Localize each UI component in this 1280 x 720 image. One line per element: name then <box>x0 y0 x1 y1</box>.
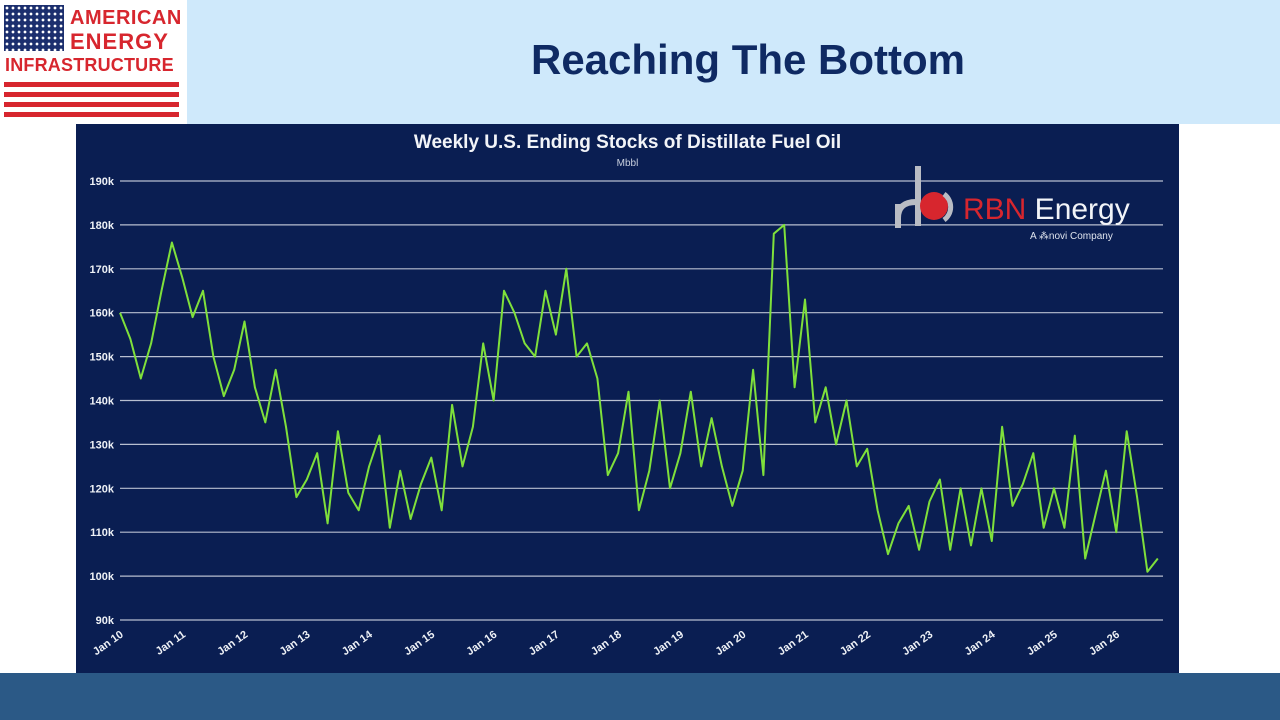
rbn-brand-red: RBN <box>963 193 1027 226</box>
chart-plot-svg: 90k 100k 110k 120k 130k 140k 150k 160k 170k 180k 1… <box>90 176 1163 658</box>
rbn-energy-wordmark: RBN Energy <box>963 195 1130 225</box>
y-tick-label: 160k <box>90 308 115 320</box>
distillate-stocks-chart: 90k 100k 110k 120k 130k 140k 150k 160k 170k 180k 1… <box>76 124 1179 673</box>
rbn-energy-logo-icon <box>895 166 954 228</box>
series-layer <box>119 223 1159 573</box>
chart-title: Weekly U.S. Ending Stocks of Distillate … <box>413 132 842 153</box>
x-tick-label: Jan 20 <box>713 629 748 658</box>
slide-title: Reaching The Bottom <box>530 36 965 83</box>
x-tick-label: Jan 14 <box>340 628 376 658</box>
series-line <box>119 223 1159 573</box>
logo-line-infrastructure: INFRASTRUCTURE <box>5 55 174 75</box>
x-tick-label: Jan 24 <box>963 628 999 658</box>
logo-line-energy: ENERGY <box>70 29 169 54</box>
x-tick-label: Jan 17 <box>527 629 562 658</box>
flag-stripe <box>4 102 179 107</box>
y-tick-label: 110k <box>90 527 115 539</box>
y-tick-label: 140k <box>90 396 115 408</box>
footer-band <box>0 673 1280 720</box>
header-band <box>187 0 1280 124</box>
rbn-brand-white: Energy <box>1026 193 1130 226</box>
y-tick-labels: 90k 100k 110k 120k 130k 140k 150k 160k 170k 180k 1… <box>90 176 115 627</box>
x-tick-label: Jan 13 <box>278 629 313 658</box>
x-tick-label: Jan 15 <box>402 629 437 658</box>
x-tick-labels: Jan 10 Jan 11 Jan 12 Jan 13 Jan 14 Jan 15 Jan … <box>91 628 1122 658</box>
y-tick-label: 180k <box>90 220 115 232</box>
grid-layer <box>120 180 1163 621</box>
flag-stripe <box>4 112 179 117</box>
y-tick-label: 120k <box>90 483 115 495</box>
y-tick-label: 130k <box>90 439 115 451</box>
x-tick-label: Jan 23 <box>900 629 935 658</box>
x-tick-label: Jan 21 <box>776 629 811 658</box>
american-energy-infrastructure-logo: AMERICAN ENERGY INFRASTRUCTURE <box>0 0 187 124</box>
x-tick-label: Jan 26 <box>1087 629 1122 658</box>
y-tick-label: 100k <box>90 571 115 583</box>
x-tick-label: Jan 12 <box>215 629 250 658</box>
y-tick-label: 150k <box>90 352 115 364</box>
y-tick-label: 190k <box>90 176 115 188</box>
x-tick-label: Jan 19 <box>651 629 686 658</box>
y-tick-label: 170k <box>90 264 115 276</box>
rbn-tagline: A ⁂novi Company <box>1030 231 1113 242</box>
y-tick-label: 90k <box>96 615 115 627</box>
x-tick-label: Jan 10 <box>91 629 126 658</box>
flag-stripe <box>4 82 179 87</box>
logo-line-american: AMERICAN <box>70 7 182 29</box>
x-tick-label: Jan 16 <box>464 629 499 658</box>
flag-stripe <box>4 92 179 97</box>
x-tick-label: Jan 18 <box>589 629 624 658</box>
x-tick-label: Jan 25 <box>1025 629 1060 658</box>
chart-subtitle: Mbbl <box>616 158 639 169</box>
flag-stars-icon <box>4 5 64 51</box>
x-tick-label: Jan 11 <box>154 629 188 658</box>
x-tick-label: Jan 22 <box>838 629 873 658</box>
